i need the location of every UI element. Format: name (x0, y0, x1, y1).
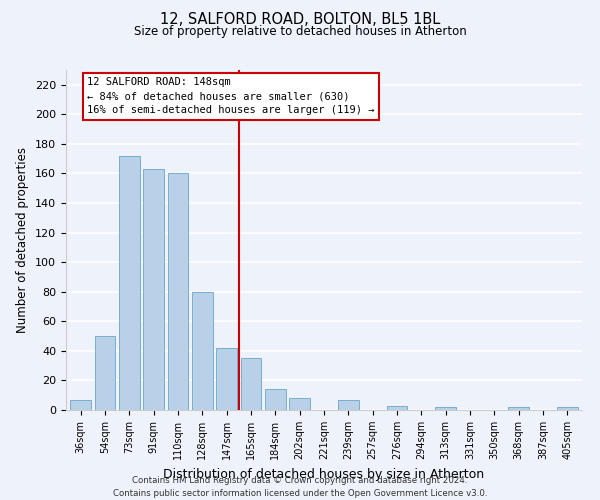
Bar (289, 398, 310, 410)
Bar (386, 406, 407, 410)
Bar (70, 400, 91, 410)
Bar (265, 390, 286, 410)
Bar (143, 169, 164, 410)
Text: 12 SALFORD ROAD: 148sqm
← 84% of detached houses are smaller (630)
16% of semi-d: 12 SALFORD ROAD: 148sqm ← 84% of detache… (88, 78, 375, 116)
Bar (508, 407, 529, 410)
Text: Contains HM Land Registry data © Crown copyright and database right 2024.
Contai: Contains HM Land Registry data © Crown c… (113, 476, 487, 498)
Bar (216, 348, 237, 410)
Bar (192, 292, 212, 410)
Bar (557, 407, 578, 410)
X-axis label: Distribution of detached houses by size in Atherton: Distribution of detached houses by size … (163, 468, 485, 480)
Bar (119, 156, 140, 410)
Bar (167, 174, 188, 410)
Bar (436, 407, 456, 410)
Y-axis label: Number of detached properties: Number of detached properties (16, 147, 29, 333)
Text: Size of property relative to detached houses in Atherton: Size of property relative to detached ho… (134, 25, 466, 38)
Bar (95, 336, 115, 410)
Bar (241, 358, 262, 410)
Text: 12, SALFORD ROAD, BOLTON, BL5 1BL: 12, SALFORD ROAD, BOLTON, BL5 1BL (160, 12, 440, 28)
Bar (338, 400, 359, 410)
